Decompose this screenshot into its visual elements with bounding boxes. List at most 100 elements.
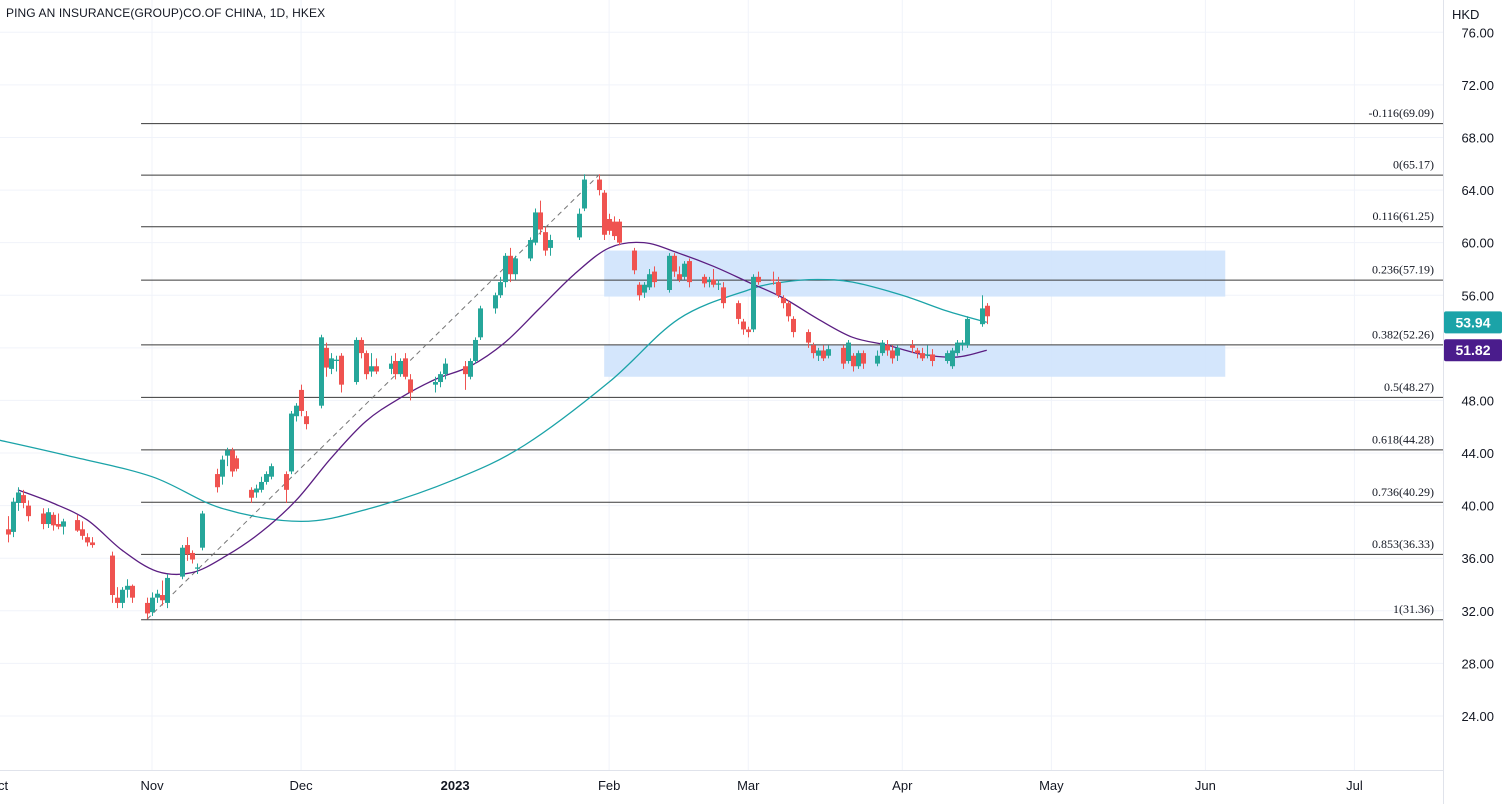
candle-body: [21, 495, 26, 503]
candle-body: [185, 545, 190, 555]
candle-body: [155, 593, 160, 598]
candle: [925, 345, 930, 359]
candle: [11, 497, 16, 538]
candle-body: [612, 221, 617, 237]
candle: [473, 337, 478, 364]
candle-body: [607, 218, 612, 231]
x-tick-label: Jun: [1195, 778, 1216, 793]
candle-body: [597, 179, 602, 191]
candle-body: [582, 179, 587, 209]
candle: [980, 295, 985, 327]
candle: [637, 282, 642, 301]
y-tick-label: 28.00: [1461, 656, 1494, 671]
x-tick-label: Mar: [737, 778, 760, 793]
candle: [145, 597, 150, 619]
candle: [945, 350, 950, 364]
candle-body: [538, 212, 543, 230]
candle-body: [880, 342, 885, 354]
candle-body: [910, 345, 915, 348]
candle: [895, 345, 900, 361]
candle: [612, 216, 617, 241]
candle-body: [389, 363, 394, 369]
candle-body: [115, 597, 120, 603]
candle-body: [493, 295, 498, 309]
candle-body: [190, 552, 195, 560]
candle-body: [716, 283, 721, 285]
y-tick-label: 60.00: [1461, 236, 1494, 251]
candle-body: [930, 354, 935, 361]
candle-body: [473, 339, 478, 361]
candle-body: [746, 329, 751, 333]
candle-body: [771, 279, 776, 281]
candle: [374, 358, 379, 375]
x-tick-label: Apr: [892, 778, 913, 793]
candle: [264, 471, 269, 485]
candle: [841, 345, 846, 369]
candle: [667, 253, 672, 293]
candle-body: [329, 358, 334, 369]
candle: [110, 551, 115, 603]
candle-body: [160, 595, 165, 601]
candle-body: [915, 350, 920, 354]
candle-body: [75, 520, 80, 531]
candle-body: [220, 459, 225, 477]
candle: [602, 190, 607, 241]
candle-body: [398, 360, 403, 375]
candle-body: [721, 287, 726, 304]
candle-body: [433, 382, 438, 385]
fib-level-label: 0(65.17): [1393, 158, 1434, 172]
candle-body: [652, 271, 657, 283]
candle-body: [468, 360, 473, 377]
candle-body: [354, 339, 359, 383]
candle-body: [230, 450, 235, 472]
candle-body: [786, 303, 791, 317]
candle: [468, 358, 473, 380]
candle-body: [950, 350, 955, 367]
candle: [880, 339, 885, 356]
y-tick-label: 68.00: [1461, 130, 1494, 145]
candle-body: [841, 347, 846, 364]
candle: [955, 339, 960, 356]
candle: [46, 508, 51, 528]
candle-body: [528, 240, 533, 259]
y-tick-label: 64.00: [1461, 183, 1494, 198]
candle-body: [985, 305, 990, 317]
candle: [185, 537, 190, 561]
candle: [80, 521, 85, 540]
candle: [319, 334, 324, 409]
candle: [160, 580, 165, 606]
fib-level-label: 0.382(52.26): [1372, 327, 1434, 341]
candle-body: [925, 354, 930, 356]
candle-body: [667, 255, 672, 290]
candle-body: [548, 240, 553, 248]
candle: [617, 218, 622, 246]
candle-body: [364, 353, 369, 375]
trend-line: [146, 174, 600, 620]
candle-body: [16, 492, 21, 503]
candle-body: [751, 276, 756, 330]
y-tick-label: 72.00: [1461, 78, 1494, 93]
candle: [607, 213, 612, 235]
candle-body: [851, 355, 856, 367]
candle: [51, 512, 56, 531]
candle: [965, 316, 970, 348]
x-tick-label: Dec: [290, 778, 314, 793]
y-tick-label: 40.00: [1461, 499, 1494, 514]
candle: [225, 447, 230, 467]
candle: [642, 282, 647, 298]
candle-body: [319, 337, 324, 406]
candle-body: [249, 489, 254, 498]
price-tag-ma_slow: [1444, 311, 1502, 334]
candle-body: [682, 263, 687, 277]
x-tick-label: May: [1039, 778, 1064, 793]
x-tick-label: Jul: [1346, 778, 1363, 793]
candle: [910, 339, 915, 354]
candle: [269, 463, 274, 480]
candle-body: [284, 474, 289, 490]
candle: [200, 510, 205, 551]
candle-body: [299, 389, 304, 411]
candle: [687, 258, 692, 288]
candle-body: [125, 585, 130, 590]
candle: [443, 358, 448, 380]
